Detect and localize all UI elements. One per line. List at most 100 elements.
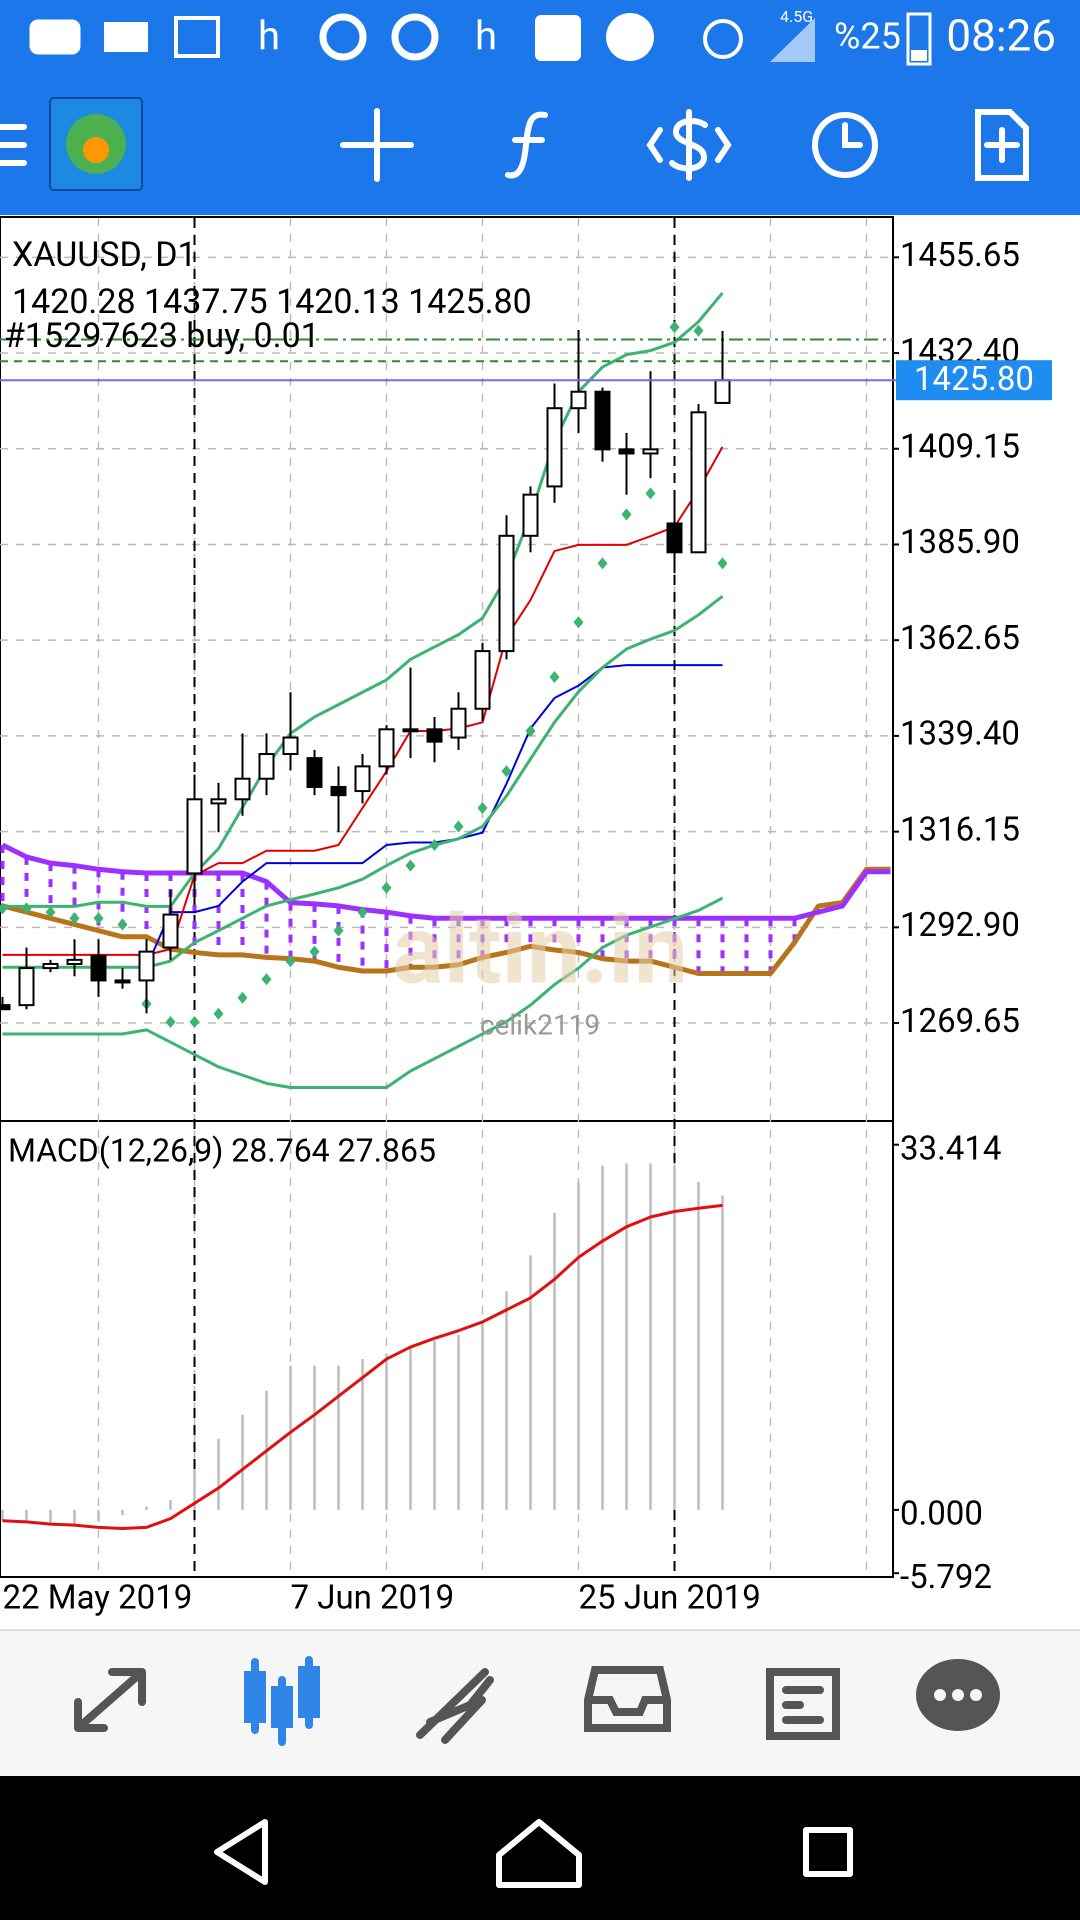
sar-dot [477, 801, 488, 814]
candle-body [666, 522, 683, 554]
status-icons [29, 12, 932, 66]
signal-icon [770, 18, 815, 62]
order-label: #15297623 buy, 0.01 [4, 316, 320, 356]
mail-icon [104, 22, 148, 52]
sar-dot [693, 324, 704, 337]
candle-body [570, 390, 587, 410]
bollinger-middle [2, 595, 724, 969]
history-tab[interactable] [584, 1666, 671, 1732]
sar-dot [597, 557, 608, 570]
bid-label: 1425.80 [914, 360, 1034, 399]
watermark: altin.in [392, 894, 688, 1006]
home-button[interactable] [496, 1819, 582, 1888]
candle-body [162, 913, 179, 949]
y-tick-label: 1316.15 [900, 810, 1020, 849]
sar-dot [309, 945, 320, 958]
bottom-nav [0, 1629, 1080, 1776]
sar-dot [645, 487, 656, 500]
sar-dot [0, 902, 8, 915]
sar-dot [669, 321, 680, 334]
quotes-tab[interactable] [74, 1668, 146, 1732]
macd-label: MACD(12,26,9) 28.764 27.865 [8, 1131, 436, 1169]
y-tick-label: 0.000 [900, 1495, 983, 1534]
span-b-line [1, 866, 891, 976]
bid-label-box [896, 360, 1052, 401]
menu-button[interactable] [0, 124, 27, 166]
sar-dot [237, 991, 248, 1004]
sar-dot [381, 881, 392, 894]
timeframe-button[interactable] [812, 112, 878, 178]
symbols-button[interactable] [646, 109, 732, 181]
chrome-icon [391, 13, 439, 61]
candle-body [378, 728, 395, 768]
candle-body [498, 534, 515, 653]
candle-body [546, 407, 563, 488]
candle-body [66, 958, 83, 965]
app-icon [535, 15, 581, 61]
candle-body [330, 785, 347, 797]
news-tab[interactable] [766, 1668, 840, 1740]
app-logo-mark [83, 137, 109, 163]
sar-dot [501, 765, 512, 778]
candle-body [42, 962, 59, 970]
x-tick-label: 25 Jun 2019 [579, 1579, 761, 1618]
candle-body [282, 736, 299, 756]
user-label: celik2119 [480, 1008, 600, 1041]
candle-body [594, 390, 611, 451]
candle-body [642, 448, 659, 455]
span-a-line [1, 842, 891, 921]
system-nav [0, 1776, 1080, 1920]
x-tick-label: 7 Jun 2019 [291, 1579, 455, 1618]
back-button[interactable] [214, 1819, 268, 1885]
chart-tab[interactable] [244, 1656, 320, 1746]
signal-line [2, 1203, 723, 1530]
sar-dot [117, 918, 128, 931]
sar-dot [549, 671, 560, 684]
y-tick-label: 1269.65 [900, 1002, 1020, 1041]
bollinger-lower [2, 896, 724, 1089]
y-tick-label: 1409.15 [900, 427, 1020, 466]
candle-body [234, 777, 251, 801]
tenkan-line [2, 446, 724, 956]
sar-dot [405, 859, 416, 872]
recents-button[interactable] [803, 1827, 853, 1877]
x-tick-label: 22 May 2019 [3, 1579, 193, 1618]
candle-body [138, 950, 155, 982]
chat-dot [970, 1689, 982, 1701]
clock-hands [842, 122, 863, 148]
candle-body [450, 707, 467, 739]
candle-body [210, 798, 227, 805]
network-type: 4.5G [780, 7, 813, 26]
trade-tab[interactable] [416, 1668, 494, 1744]
clock: 08:26 [946, 10, 1056, 62]
sar-dot [189, 1016, 200, 1029]
candle-body [258, 753, 275, 780]
candle-body [618, 448, 635, 455]
app-label: h [258, 13, 280, 60]
candle-body [474, 650, 491, 710]
y-tick-label: 1362.65 [900, 619, 1020, 658]
candle-body [90, 954, 107, 982]
sar-dot [621, 508, 632, 521]
crosshair-button[interactable] [340, 108, 414, 182]
y-tick-label: 1455.65 [900, 236, 1020, 275]
ohlc-header: 1420.28 1437.75 1420.13 1425.80 [12, 282, 532, 322]
sar-dot [165, 1016, 176, 1029]
chart-frame [0, 216, 894, 1578]
new-order-button[interactable] [975, 109, 1029, 181]
y-tick-label: 33.414 [900, 1129, 1001, 1168]
symbol-label: XAUUSD, D1 [12, 235, 197, 275]
candle-body [354, 765, 371, 793]
sar-dot [285, 955, 296, 968]
candle-body [714, 379, 731, 404]
chat-dot [934, 1689, 946, 1701]
sar-dot [93, 912, 104, 925]
indicators-button[interactable] [505, 111, 548, 179]
battery-percent: %25 [834, 16, 901, 58]
sar-dot [333, 924, 344, 937]
sar-dot [213, 1007, 224, 1020]
sar-dot [429, 838, 440, 851]
bollinger-upper [2, 291, 724, 908]
candle-body [306, 757, 323, 788]
